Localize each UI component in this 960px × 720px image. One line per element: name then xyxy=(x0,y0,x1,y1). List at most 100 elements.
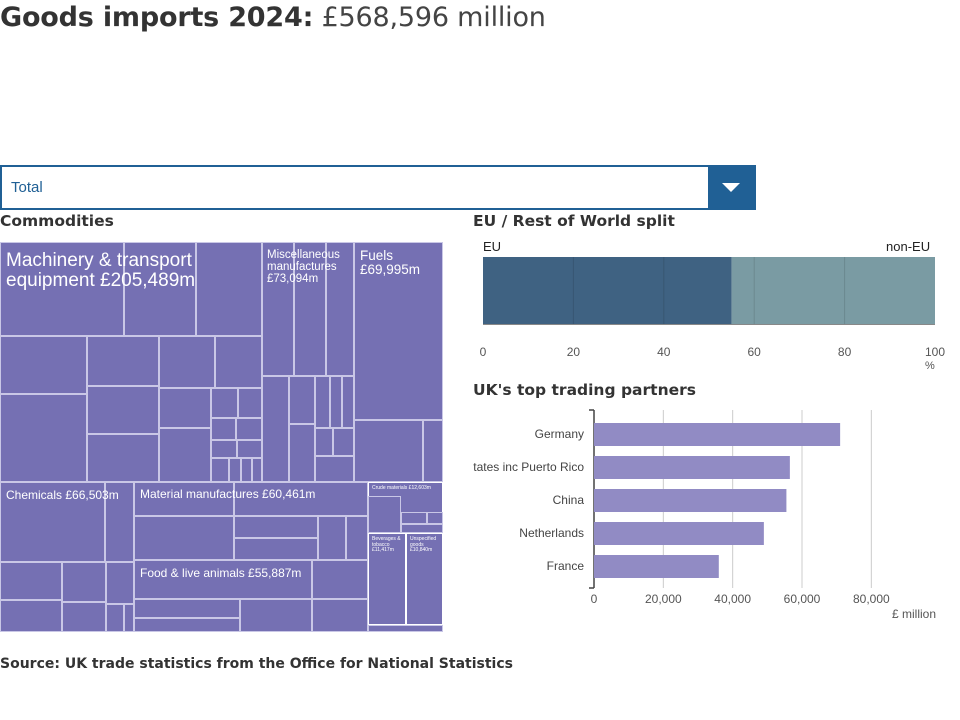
treemap-subcell xyxy=(87,336,159,386)
treemap-subcell xyxy=(234,482,368,516)
treemap-subcell xyxy=(312,599,368,632)
partner-bar xyxy=(594,489,787,512)
treemap-label-fuels: Fuels £69,995m xyxy=(360,248,421,278)
treemap-subcell xyxy=(312,560,368,599)
treemap-subcell xyxy=(0,394,87,482)
partner-bar xyxy=(594,456,790,479)
treemap-subcell xyxy=(315,428,333,456)
treemap-subcell xyxy=(401,524,443,533)
treemap-subcell xyxy=(106,562,134,604)
eu-tick-label: 0 xyxy=(479,345,487,359)
treemap-subcell xyxy=(134,599,240,618)
treemap-label-food: Food & live animals £55,887m xyxy=(140,566,302,580)
treemap-subcell xyxy=(0,562,62,600)
treemap-subcell xyxy=(252,458,262,482)
treemap-subcell xyxy=(87,386,159,434)
eu-tick-label: 100 xyxy=(924,345,946,359)
partner-label: tates inc Puerto Rico xyxy=(473,460,584,474)
treemap-cell-unspecified[interactable] xyxy=(406,533,443,625)
treemap-subcell xyxy=(62,562,106,602)
treemap-subcell xyxy=(240,599,312,632)
partners-axis-unit: £ million xyxy=(892,607,937,621)
eu-label: EU xyxy=(483,239,502,254)
chevron-down-icon xyxy=(722,183,740,192)
partner-label: China xyxy=(552,493,584,507)
treemap-subcell xyxy=(229,458,241,482)
treemap-cell-beverages[interactable] xyxy=(368,533,406,625)
treemap-subcell xyxy=(0,600,62,632)
treemap-subcell xyxy=(196,242,262,336)
eu-share-bar xyxy=(483,257,732,324)
treemap-subcell xyxy=(423,420,443,482)
treemap-subcell xyxy=(211,458,229,482)
treemap-subcell xyxy=(134,560,312,599)
treemap-subcell xyxy=(0,242,124,336)
treemap-subcell xyxy=(330,376,342,428)
select-value: Total xyxy=(11,179,43,196)
partners-heading: UK's top trading partners xyxy=(473,381,696,399)
treemap-label-beverages: Beverages & tobacco £11,417m xyxy=(372,536,401,553)
treemap-subcell xyxy=(237,440,262,458)
non-eu-share-bar xyxy=(731,257,935,324)
partner-label: France xyxy=(546,559,584,573)
treemap-subcell xyxy=(236,418,262,440)
partners-tick-label: 40,000 xyxy=(714,592,752,606)
treemap-subcell xyxy=(289,424,315,482)
eu-tick-label: 20 xyxy=(566,345,581,359)
treemap-subcell xyxy=(234,538,318,560)
treemap-label-machinery: Machinery & transport equipment £205,489… xyxy=(6,250,196,291)
select-toggle-button[interactable] xyxy=(708,167,754,208)
partner-label: Netherlands xyxy=(519,526,584,540)
treemap-subcell xyxy=(0,336,87,394)
treemap-subcell xyxy=(134,482,234,516)
commodities-treemap: Machinery & transport equipment £205,489… xyxy=(0,242,443,632)
treemap-label-misc: Miscellaneous manufactures £73,094m xyxy=(267,249,340,286)
treemap-subcell xyxy=(134,618,240,632)
treemap-label-crude: Crude materials £12,603m xyxy=(372,485,431,491)
partners-tick-label: 20,000 xyxy=(644,592,682,606)
treemap-subcell xyxy=(294,242,326,376)
treemap-subcell xyxy=(87,434,159,482)
treemap-subcell xyxy=(124,604,134,632)
treemap-subcell xyxy=(238,388,262,418)
treemap-subcell xyxy=(211,388,238,418)
treemap-subcell xyxy=(315,456,354,482)
treemap-subcell xyxy=(318,516,346,560)
eu-axis-unit: % xyxy=(925,360,935,372)
treemap-subcell xyxy=(106,604,124,632)
non-eu-label: non-EU xyxy=(886,239,931,254)
eu-tick-label: 60 xyxy=(747,345,761,359)
treemap-subcell xyxy=(234,516,318,538)
partners-tick-label: 60,000 xyxy=(783,592,821,606)
eu-tick-label: 40 xyxy=(657,345,671,359)
treemap-subcell xyxy=(241,458,252,482)
partner-label: Germany xyxy=(534,427,584,441)
treemap-subcell xyxy=(159,428,211,482)
treemap-subcell xyxy=(262,242,294,376)
partner-bar xyxy=(594,522,764,545)
treemap-subcell xyxy=(368,496,401,533)
treemap-subcell xyxy=(315,376,330,428)
treemap-subcell xyxy=(427,512,443,524)
treemap-subcell xyxy=(262,376,289,482)
treemap-subcell xyxy=(354,420,423,482)
treemap-subcell xyxy=(105,482,134,562)
treemap-label-unspecified: Unspecified goods £10,840m xyxy=(410,536,437,553)
partners-tick-label: 80,000 xyxy=(852,592,890,606)
title-bold: Goods imports 2024: xyxy=(0,2,314,33)
treemap-label-chemicals: Chemicals £66,503m xyxy=(6,488,119,502)
treemap-subcell xyxy=(289,376,315,424)
eu-tick-label: 80 xyxy=(837,345,852,359)
commodity-select[interactable]: Total xyxy=(0,165,756,210)
title-value: £568,596 million xyxy=(321,2,546,33)
treemap-subcell xyxy=(326,242,354,376)
eu-split-heading: EU / Rest of World split xyxy=(473,212,675,230)
treemap-label-material: Material manufactures £60,461m xyxy=(140,487,316,501)
treemap-subcell xyxy=(342,376,354,428)
commodities-heading: Commodities xyxy=(0,212,114,230)
treemap-subcell xyxy=(354,242,443,420)
treemap-subcell xyxy=(333,428,354,456)
treemap-subcell xyxy=(159,336,215,388)
treemap-subcell xyxy=(124,242,196,336)
